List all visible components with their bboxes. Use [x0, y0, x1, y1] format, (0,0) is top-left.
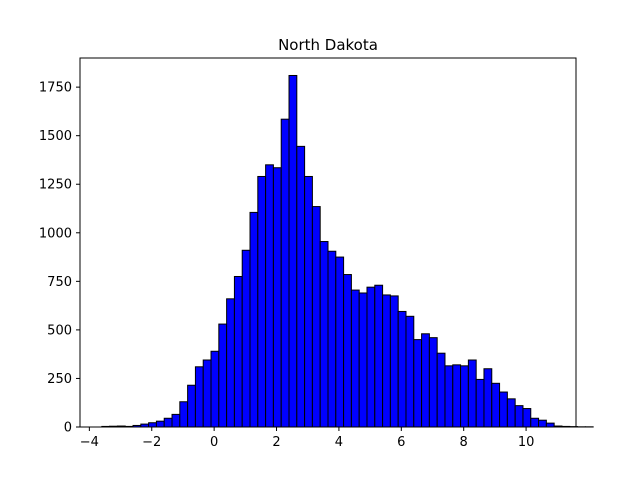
- histogram-bar: [452, 364, 462, 428]
- x-tick-label: 8: [460, 435, 468, 450]
- histogram-bar: [280, 118, 290, 428]
- chart-title: North Dakota: [278, 36, 378, 54]
- histogram-bar: [366, 286, 376, 428]
- histogram-bar: [171, 413, 181, 428]
- histogram-bar: [148, 422, 157, 428]
- x-axis-ticks: −4 −2 0 2 4 6 8 10: [80, 427, 535, 450]
- y-tick-label: 1750: [39, 81, 72, 96]
- x-tick-label: 6: [397, 435, 405, 450]
- y-tick-label: 0: [64, 421, 72, 436]
- y-tick-label: 750: [47, 275, 72, 290]
- y-tick-label: 1250: [39, 178, 72, 193]
- histogram-bar: [202, 359, 212, 428]
- y-tick-label: 1000: [39, 226, 72, 241]
- histogram-bar: [460, 365, 469, 428]
- y-tick-label: 500: [47, 323, 72, 338]
- histogram-bar: [179, 401, 189, 428]
- histogram-bar: [350, 289, 360, 428]
- histogram-bar: [514, 405, 524, 428]
- histogram-bar: [358, 292, 368, 428]
- histogram-bar: [506, 398, 516, 428]
- histogram-bar: [405, 315, 415, 428]
- histogram-bar: [545, 422, 555, 428]
- histogram-bar: [327, 250, 337, 428]
- histogram-bar: [194, 366, 204, 428]
- histogram-bar: [249, 211, 259, 428]
- histogram-bar: [413, 339, 423, 428]
- histogram-bar: [428, 337, 438, 428]
- histogram-bar: [522, 408, 532, 428]
- histogram-bar: [163, 417, 173, 428]
- histogram-bar: [397, 310, 407, 428]
- histogram-bar: [218, 323, 228, 428]
- y-tick-label: 250: [47, 372, 72, 387]
- x-tick-label: 4: [335, 435, 343, 450]
- histogram-bar: [382, 294, 391, 428]
- x-tick-label: −4: [80, 435, 99, 450]
- histogram-bar: [319, 241, 329, 428]
- x-tick-label: 10: [518, 435, 535, 450]
- histogram-bar: [436, 352, 446, 428]
- histogram-bar: [304, 175, 313, 428]
- histogram-bar: [538, 419, 547, 428]
- histogram-bar: [421, 333, 430, 428]
- histogram-bar: [187, 384, 196, 428]
- histogram-bar: [499, 391, 508, 428]
- histogram-bar: [335, 256, 345, 428]
- y-tick-label: 1500: [39, 129, 72, 144]
- histogram-bar: [241, 249, 251, 428]
- x-tick-label: −2: [142, 435, 161, 450]
- x-tick-label: 0: [210, 435, 218, 450]
- plot-frame: [79, 57, 577, 428]
- histogram-bar: [257, 175, 267, 428]
- y-axis-ticks: 0 250 500 750 1000 1250 1500 1750: [39, 81, 80, 436]
- histogram-bar: [491, 382, 501, 428]
- histogram-bar: [483, 368, 493, 428]
- histogram-bar: [311, 206, 321, 428]
- histogram-bar: [226, 298, 235, 428]
- histogram-bar: [475, 378, 485, 428]
- histogram-bar: [530, 417, 540, 428]
- histogram-bar: [444, 365, 454, 428]
- x-tick-label: 2: [272, 435, 280, 450]
- histogram-bar: [343, 274, 352, 428]
- histogram-bar: [374, 284, 384, 428]
- histogram-bar: [210, 350, 220, 428]
- histogram-bar: [389, 295, 399, 428]
- histogram-bar: [467, 359, 477, 428]
- histogram-bar: [296, 145, 306, 428]
- histogram-bar: [272, 167, 282, 428]
- histogram-bar: [265, 164, 274, 428]
- histogram-bar: [233, 275, 243, 428]
- histogram-bar: [155, 420, 165, 428]
- histogram-bar: [288, 74, 298, 428]
